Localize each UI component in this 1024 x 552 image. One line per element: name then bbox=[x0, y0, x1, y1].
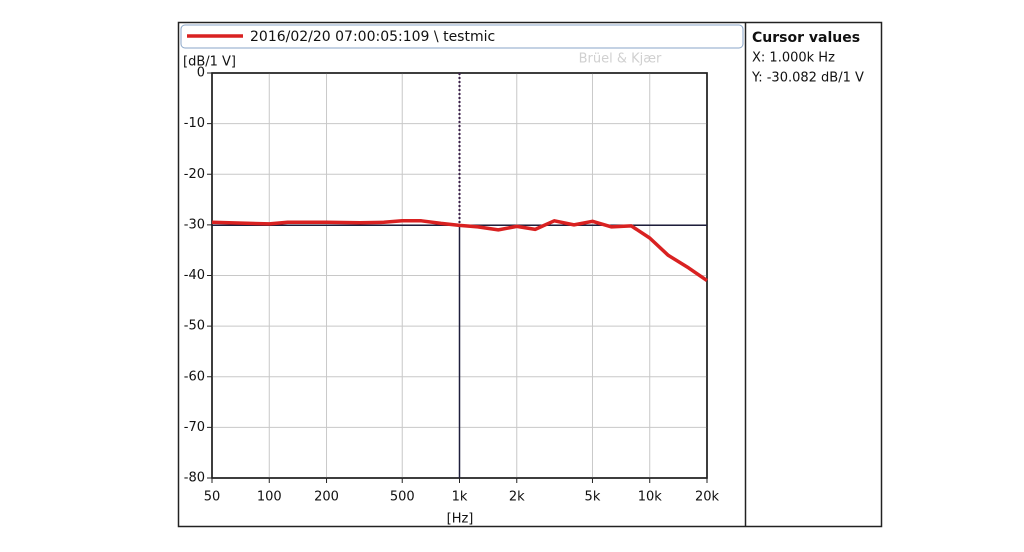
frame bbox=[177, 21, 883, 528]
legend-box bbox=[180, 24, 744, 49]
x-tick-label: 2k bbox=[509, 490, 525, 505]
y-tick-label: 0 bbox=[197, 66, 205, 81]
y-tick-label: -30 bbox=[184, 217, 205, 232]
y-axis-label: [dB/1 V] bbox=[183, 55, 236, 70]
x-axis-label: [Hz] bbox=[447, 512, 474, 527]
x-tick-label: 1k bbox=[452, 490, 468, 505]
cursor-x: X: 1.000k Hz bbox=[752, 51, 835, 66]
series-line bbox=[211, 219, 708, 283]
y-tick-label: -20 bbox=[184, 167, 205, 182]
x-tick-label: 100 bbox=[257, 490, 282, 505]
x-tick-label: 20k bbox=[695, 490, 720, 505]
cursor-y: Y: -30.082 dB/1 V bbox=[751, 71, 864, 86]
x-tick-label: 500 bbox=[390, 490, 415, 505]
x-tick-label: 10k bbox=[638, 490, 663, 505]
x-tick-label: 200 bbox=[314, 490, 339, 505]
y-tick-label: -10 bbox=[184, 116, 205, 131]
y-tick-label: -40 bbox=[184, 268, 205, 283]
x-tick-label: 5k bbox=[585, 490, 601, 505]
legend-label: 2016/02/20 07:00:05:109 \ testmic bbox=[250, 29, 495, 45]
y-tick-label: -50 bbox=[184, 319, 205, 334]
cursor-title: Cursor values bbox=[752, 30, 860, 46]
y-tick-label: -80 bbox=[184, 471, 205, 486]
y-tick-label: -70 bbox=[184, 420, 205, 435]
x-tick-label: 50 bbox=[204, 490, 221, 505]
watermark: Brüel & Kjær bbox=[579, 52, 662, 67]
y-tick-label: -60 bbox=[184, 369, 205, 384]
